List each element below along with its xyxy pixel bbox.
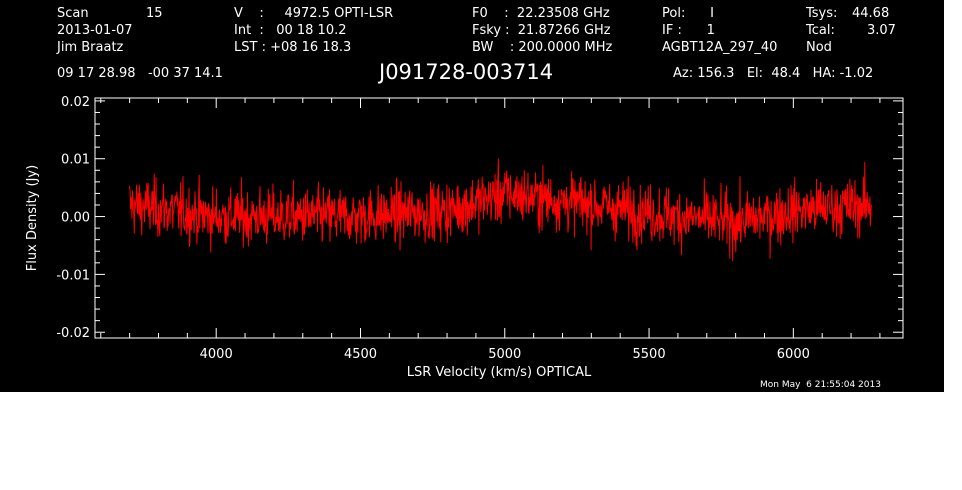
plot-timestamp: Mon May 6 21:55:04 2013: [760, 380, 881, 390]
x-tick-label: 4000: [200, 347, 233, 362]
source-name: J091728-003714: [379, 60, 554, 84]
polarization-info: Pol: I: [662, 6, 714, 21]
lst-info: LST : +08 16 18.3: [234, 40, 352, 55]
tsys-label: Tsys:: [806, 6, 838, 21]
y-tick-label: -0.02: [56, 326, 90, 341]
spectrum-chart: 4000 4500 5000 5500 6000 -0.02 -0.01 0.00 0.01 0.…: [25, 95, 904, 380]
sky-frequency-info: Fsky : 21.87266 GHz: [472, 23, 611, 38]
switching-mode: Nod: [806, 40, 832, 55]
velocity-info: V : 4972.5 OPTI-LSR: [234, 6, 394, 21]
plot-frame: [94, 97, 904, 339]
observation-date: 2013-01-07: [57, 23, 133, 38]
y-tick-label: 0.02: [61, 95, 90, 110]
scan-label: Scan: [57, 6, 89, 21]
x-tick-label: 5000: [488, 347, 521, 362]
x-tick-label: 5500: [633, 347, 666, 362]
y-tick-label: -0.01: [56, 268, 90, 283]
plot-panel: Scan 15 2013-01-07 Jim Braatz V : 4972.5…: [0, 0, 944, 392]
x-tick-label: 4500: [344, 347, 377, 362]
x-axis-title: LSR Velocity (km/s) OPTICAL: [407, 365, 592, 380]
rest-frequency-info: F0 : 22.23508 GHz: [472, 6, 610, 21]
bandwidth-info: BW : 200.0000 MHz: [472, 40, 613, 55]
y-tick-label: 0.00: [61, 211, 90, 226]
pointing-info: Az: 156.3 El: 48.4 HA: -1.02: [673, 66, 874, 81]
tsys-value: 44.68: [852, 6, 890, 21]
integration-info: Int : 00 18 10.2: [234, 23, 347, 38]
tcal-label: Tcal:: [806, 23, 835, 38]
y-axis-title: Flux Density (Jy): [25, 165, 40, 271]
scan-number: 15: [146, 6, 163, 21]
spectrum-trace-0: [129, 158, 872, 261]
source-coordinates: 09 17 28.98 -00 37 14.1: [57, 66, 223, 81]
observer-name: Jim Braatz: [57, 40, 124, 55]
project-id: AGBT12A_297_40: [662, 40, 778, 55]
x-tick-label: 6000: [777, 347, 810, 362]
if-info: IF : 1: [662, 23, 715, 38]
y-tick-label: 0.01: [61, 153, 90, 168]
tcal-value: 3.07: [867, 23, 896, 38]
